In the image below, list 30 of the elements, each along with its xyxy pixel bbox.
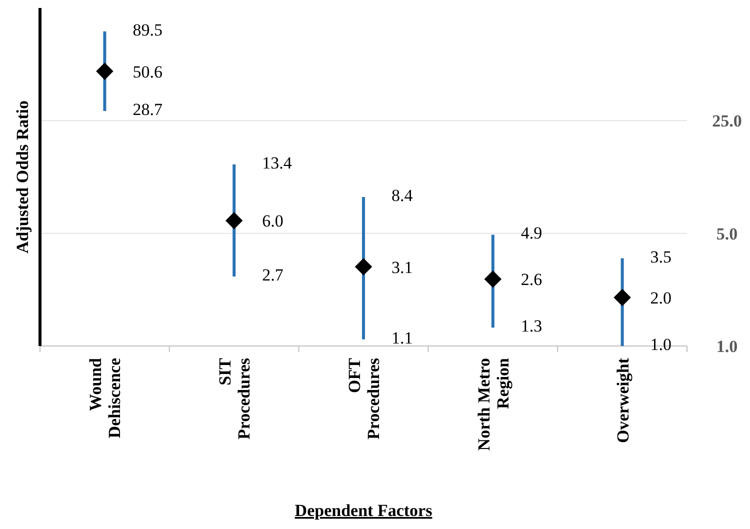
data-label: 2.6 — [520, 270, 542, 290]
data-label: 2.0 — [650, 288, 672, 308]
x-axis-title: Dependent Factors — [294, 501, 433, 520]
x-tick-label: SIT Procedures — [216, 357, 254, 440]
annotation: 1.1 — [392, 328, 413, 348]
annotation: 89.5 — [132, 20, 162, 40]
y-tick-label: 1.0 — [716, 337, 738, 356]
annotation: 1.0 — [650, 335, 672, 354]
y-axis-title: Adjusted Odds Ratio — [13, 100, 32, 254]
point — [614, 288, 631, 306]
annotation: 8.4 — [392, 186, 414, 206]
point — [225, 212, 243, 230]
point — [484, 270, 502, 288]
annotation: 28.7 — [132, 100, 163, 120]
annotation: 13.4 — [262, 153, 292, 172]
x-tick-label: Overweight — [613, 358, 632, 443]
x-tick-label: OFT Procedures — [345, 357, 383, 440]
x-tick-label: Wound Dehiscence — [86, 357, 124, 438]
annotation: 1.3 — [520, 316, 542, 336]
annotation: 3.5 — [650, 247, 672, 266]
data-label: 6.0 — [262, 212, 284, 231]
point — [96, 62, 114, 80]
y-tick-label: 25.0 — [712, 112, 742, 131]
data-label: 50.6 — [132, 62, 162, 82]
x-tick-label: North Metro Region — [474, 357, 512, 451]
annotation: 4.9 — [520, 224, 542, 243]
y-tick-label: 5.0 — [716, 224, 738, 244]
point — [354, 258, 372, 276]
data-label: 3.1 — [392, 258, 413, 277]
annotation: 2.7 — [262, 265, 284, 284]
